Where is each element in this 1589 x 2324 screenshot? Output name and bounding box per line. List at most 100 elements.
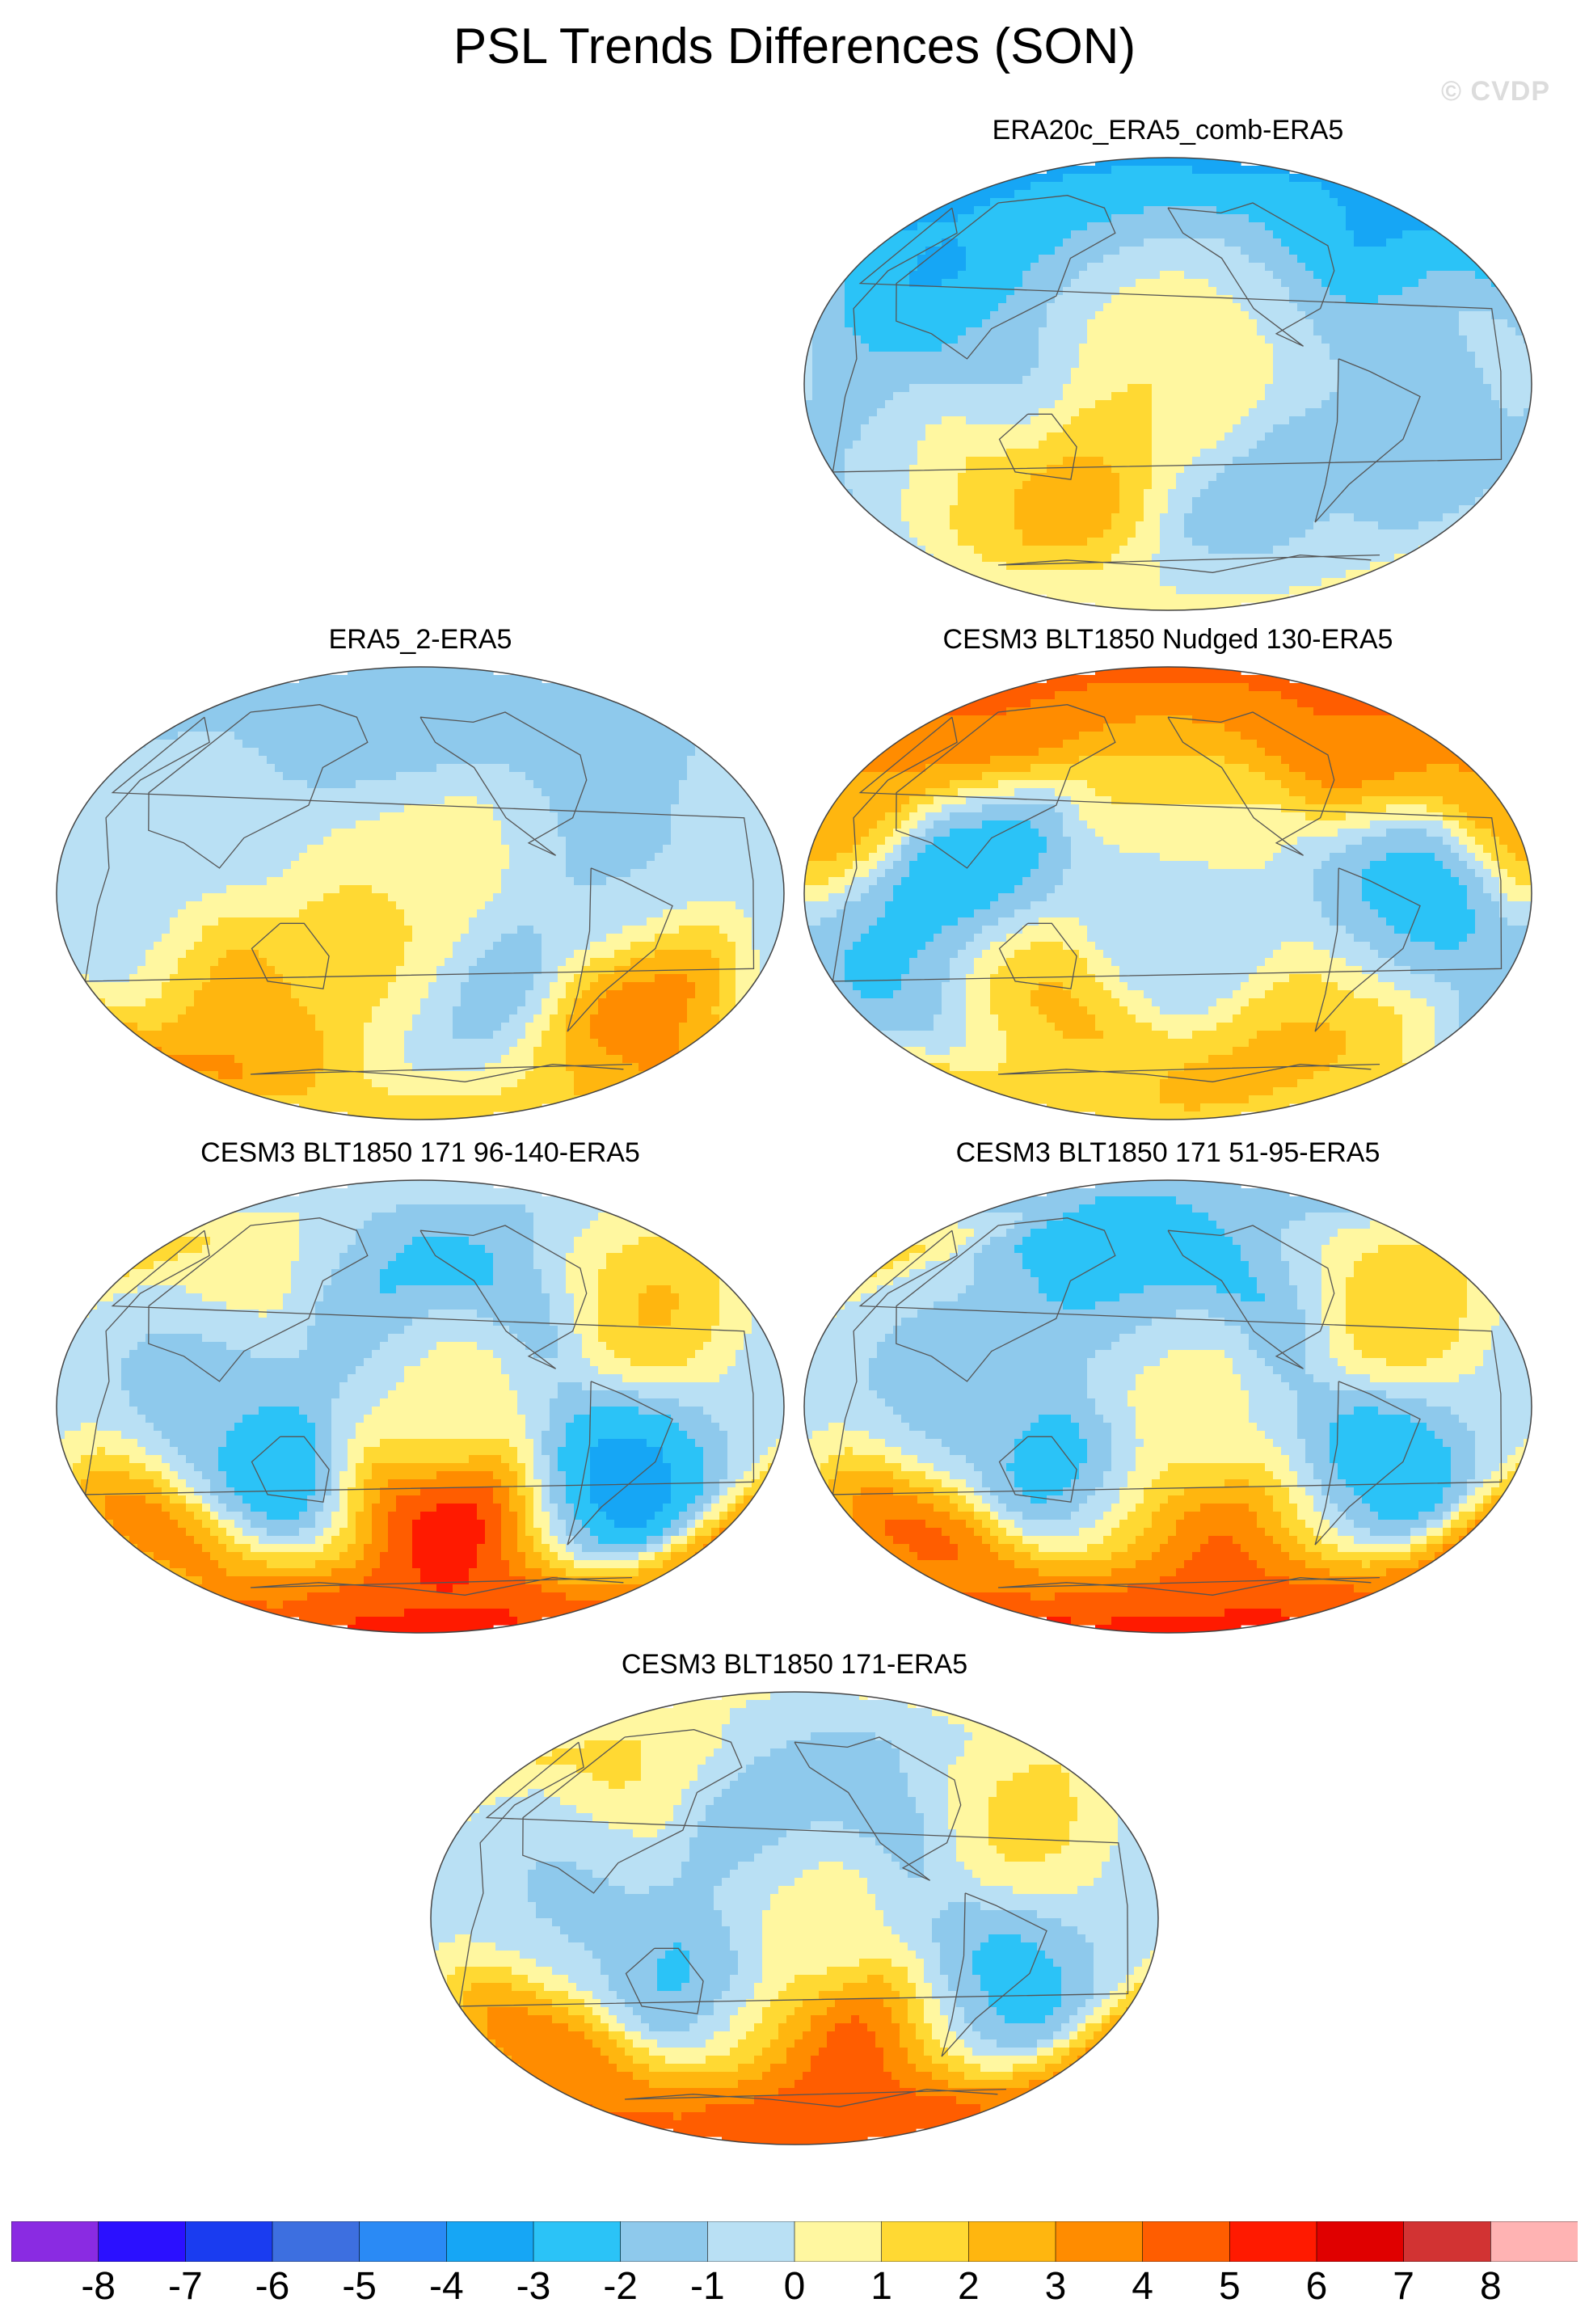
- field-cell: [1152, 206, 1161, 215]
- field-cell: [1127, 432, 1136, 441]
- field-cell: [837, 295, 845, 304]
- field-cell: [315, 699, 324, 708]
- field-cell: [1281, 432, 1290, 441]
- field-cell: [1281, 287, 1290, 296]
- field-cell: [974, 457, 983, 466]
- field-cell: [1176, 392, 1185, 401]
- field-cell: [630, 707, 639, 716]
- field-cell: [1459, 263, 1468, 272]
- field-cell: [1378, 473, 1387, 482]
- field-cell: [574, 707, 583, 716]
- field-cell: [1451, 247, 1460, 255]
- field-cell: [982, 546, 991, 555]
- field-cell: [1039, 554, 1047, 563]
- field-cell: [687, 756, 696, 765]
- field-cell: [1451, 424, 1460, 433]
- field-cell: [1184, 368, 1193, 377]
- field-cell: [1281, 424, 1290, 433]
- field-cell: [942, 198, 950, 207]
- field-cell: [404, 764, 413, 773]
- field-cell: [942, 303, 950, 312]
- field-cell: [869, 481, 878, 490]
- field-cell: [1039, 441, 1047, 449]
- field-cell: [1071, 352, 1080, 361]
- field-cell: [1184, 441, 1193, 449]
- field-cell: [974, 263, 983, 272]
- field-cell: [1022, 360, 1031, 369]
- field-cell: [1346, 489, 1355, 498]
- field-cell: [1031, 481, 1039, 490]
- field-cell: [1427, 529, 1435, 538]
- field-cell: [461, 707, 470, 716]
- field-cell: [1346, 344, 1355, 352]
- field-cell: [1370, 554, 1379, 563]
- field-cell: [1394, 441, 1403, 449]
- field-cell: [1168, 327, 1177, 336]
- field-cell: [942, 360, 950, 369]
- field-cell: [901, 384, 910, 393]
- field-cell: [1305, 424, 1314, 433]
- field-cell: [1378, 384, 1387, 393]
- field-cell: [1152, 279, 1161, 288]
- field-cell: [1216, 344, 1225, 352]
- field-cell: [982, 416, 991, 425]
- field-cell: [901, 400, 910, 409]
- field-cell: [982, 481, 991, 490]
- field-cell: [525, 740, 534, 749]
- field-cell: [598, 732, 607, 740]
- field-cell: [1111, 586, 1120, 595]
- field-cell: [1475, 271, 1484, 280]
- field-cell: [1022, 538, 1031, 546]
- field-cell: [1014, 392, 1023, 401]
- field-cell: [917, 319, 926, 328]
- field-cell: [893, 473, 902, 482]
- field-cell: [1249, 497, 1258, 506]
- field-cell: [958, 271, 967, 280]
- field-cell: [1184, 432, 1193, 441]
- field-cell: [1103, 449, 1112, 458]
- field-cell: [1443, 400, 1452, 409]
- field-cell: [558, 764, 567, 773]
- field-cell: [1265, 392, 1274, 401]
- field-cell: [1160, 562, 1169, 571]
- field-cell: [1249, 457, 1258, 466]
- field-cell: [1039, 586, 1047, 595]
- field-cell: [1305, 529, 1314, 538]
- field-cell: [1330, 562, 1338, 571]
- field-cell: [1507, 319, 1516, 328]
- field-cell: [1257, 255, 1266, 264]
- field-cell: [1483, 279, 1492, 288]
- field-cell: [1378, 238, 1387, 247]
- field-cell: [974, 344, 983, 352]
- field-cell: [869, 441, 878, 449]
- field-cell: [1160, 441, 1169, 449]
- field-cell: [1427, 255, 1435, 264]
- field-cell: [1087, 513, 1096, 522]
- field-cell: [1176, 263, 1185, 272]
- field-cell: [1192, 311, 1201, 320]
- field-cell: [1241, 206, 1250, 215]
- field-cell: [170, 764, 179, 773]
- field-cell: [1330, 432, 1338, 441]
- field-cell: [1435, 449, 1444, 458]
- field-cell: [893, 432, 902, 441]
- field-cell: [226, 707, 235, 716]
- field-cell: [1127, 263, 1136, 272]
- field-cell: [861, 481, 870, 490]
- field-cell: [893, 538, 902, 546]
- field-cell: [372, 780, 381, 789]
- field-cell: [1071, 570, 1080, 579]
- field-cell: [1079, 230, 1088, 239]
- field-cell: [837, 384, 845, 393]
- field-cell: [1136, 400, 1144, 409]
- field-cell: [1103, 311, 1112, 320]
- field-cell: [1435, 384, 1444, 393]
- field-cell: [1071, 465, 1080, 474]
- field-cell: [550, 699, 558, 708]
- field-cell: [990, 271, 999, 280]
- field-cell: [558, 732, 567, 740]
- field-cell: [909, 222, 918, 231]
- field-cell: [837, 368, 845, 377]
- field-cell: [412, 764, 421, 773]
- field-cell: [1427, 335, 1435, 344]
